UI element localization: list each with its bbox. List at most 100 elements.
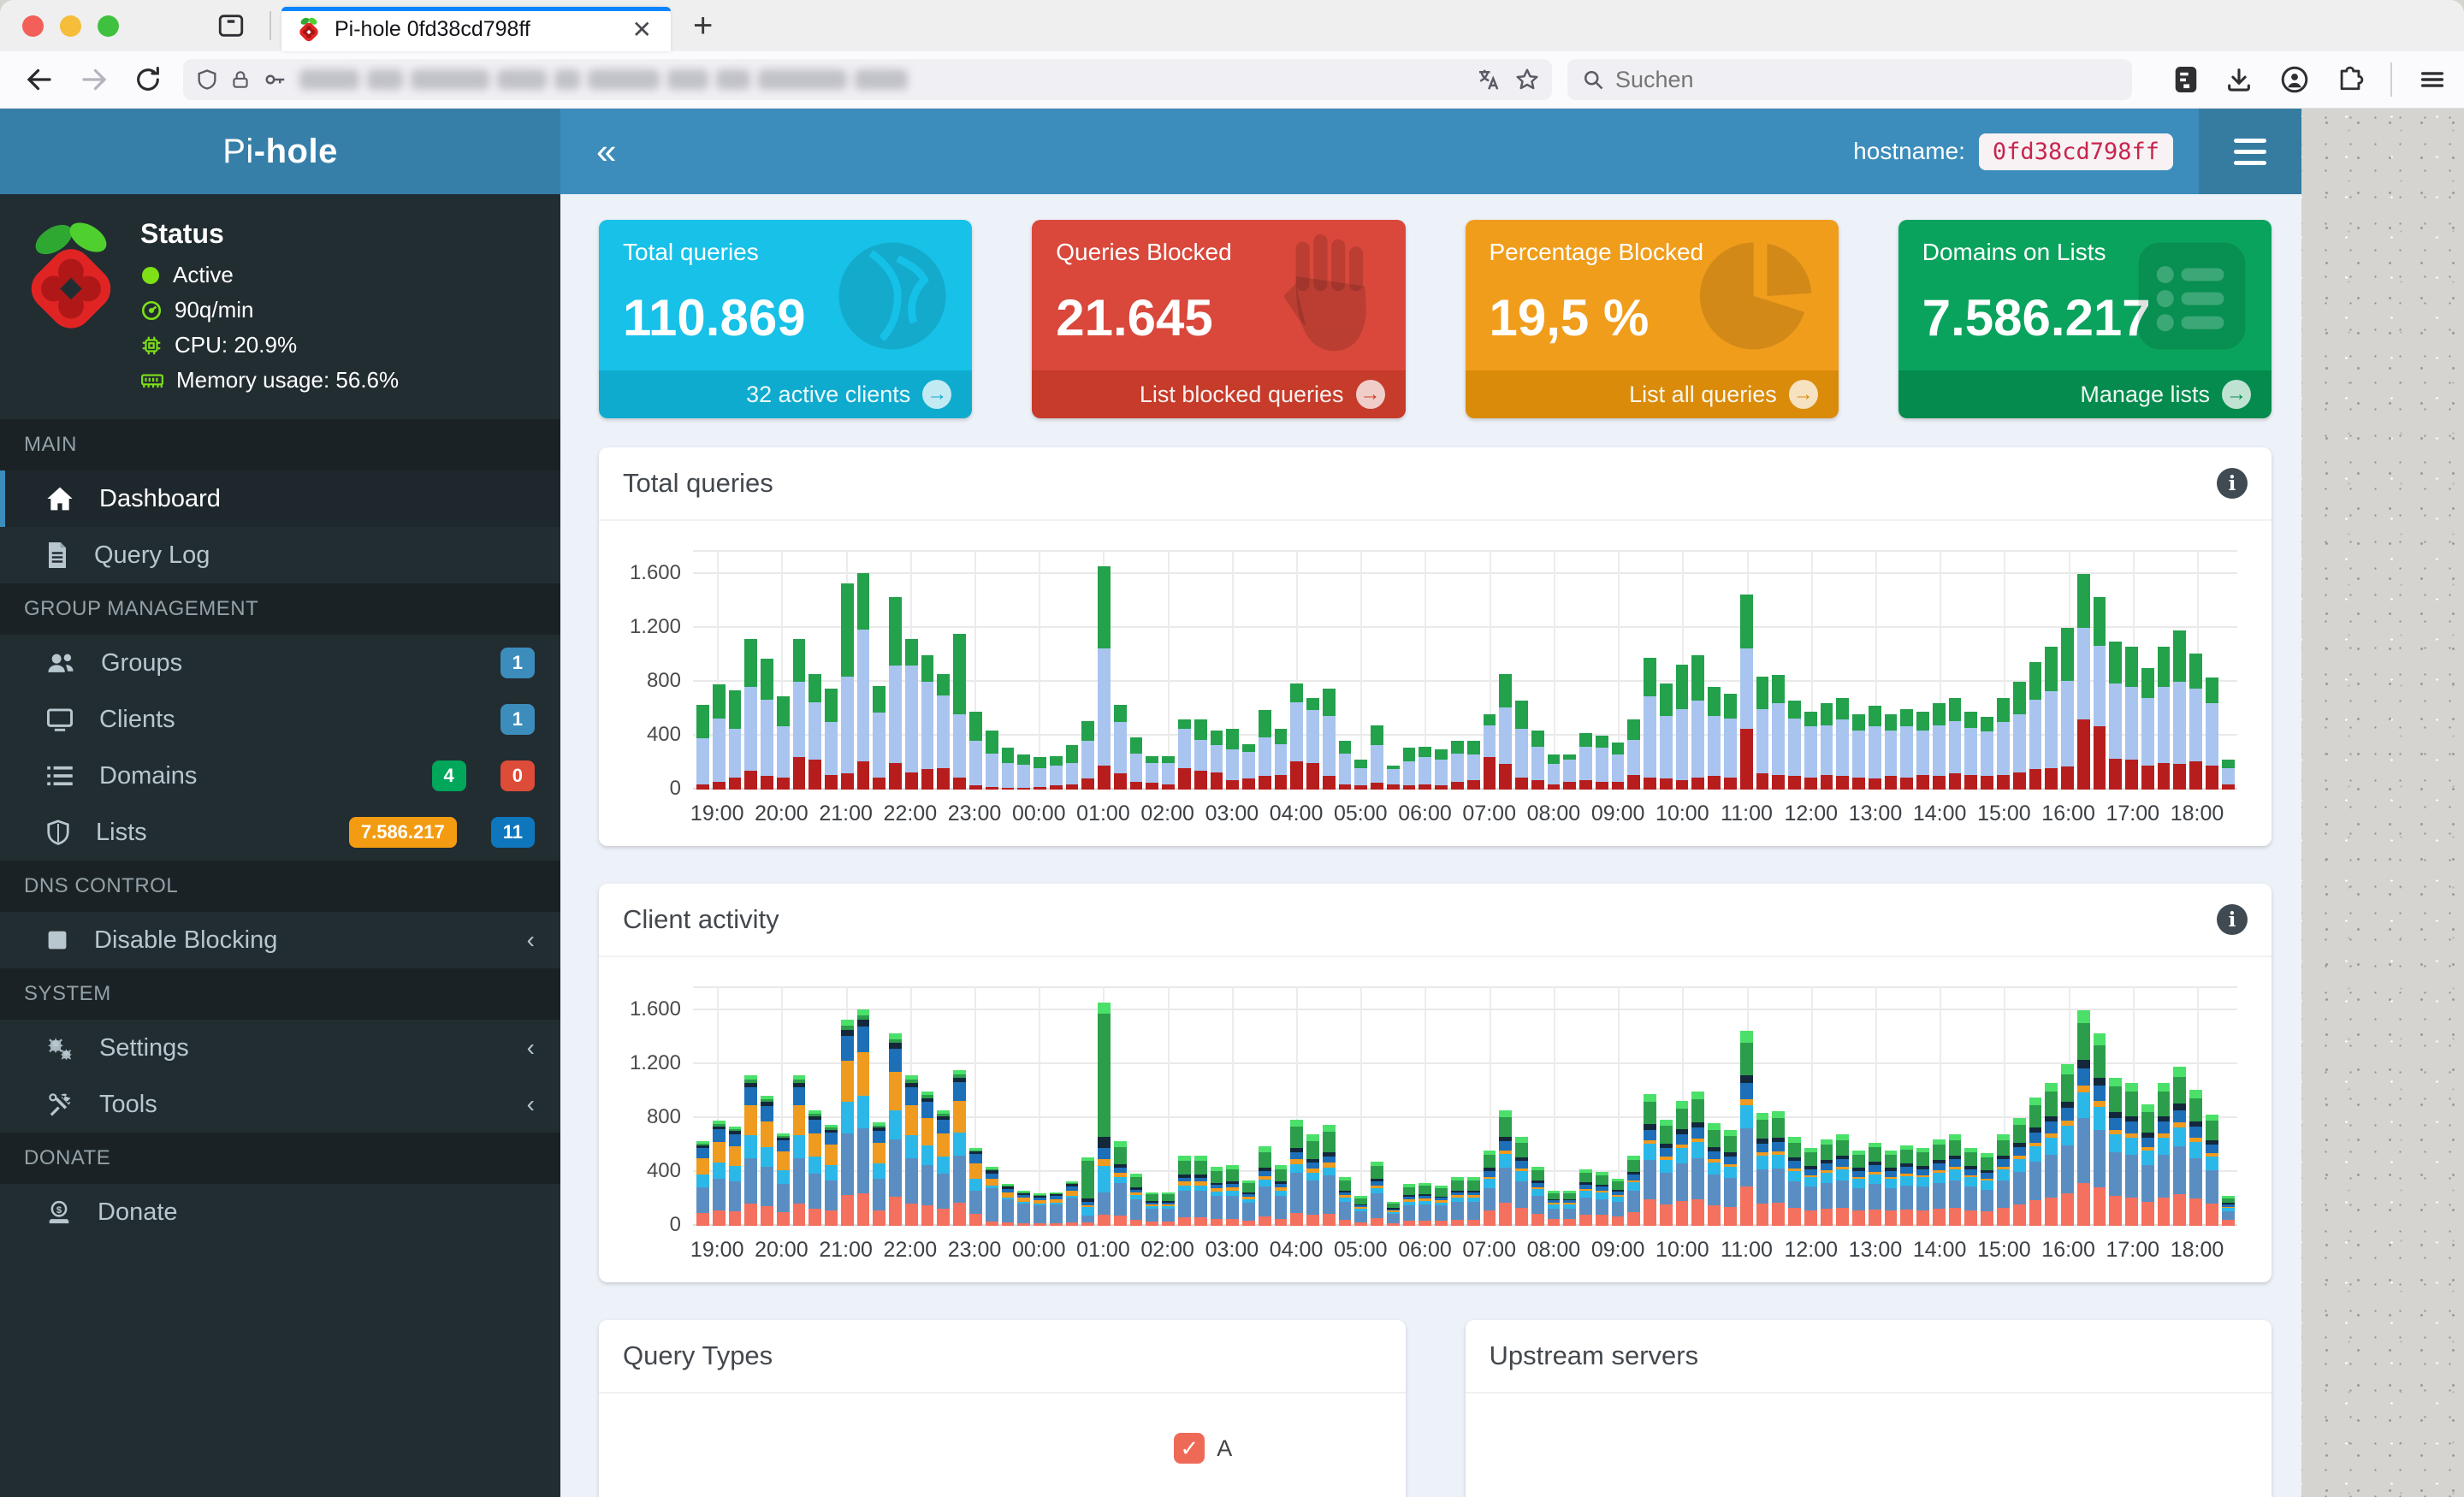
extensions-icon[interactable] [2336,65,2365,94]
chevron-left-icon: ‹ [526,926,535,953]
translate-icon[interactable] [1475,67,1501,92]
browser-toolbar [0,51,2464,109]
sidebar-panel-icon[interactable] [2173,65,2199,94]
key-icon[interactable] [262,67,287,92]
info-icon[interactable]: i [2217,468,2248,499]
arrow-circle-icon: → [2222,380,2251,409]
reload-icon[interactable] [133,65,163,94]
sidebar-item-dashboard[interactable]: Dashboard [0,470,560,527]
sidebar-item-tools[interactable]: Tools ‹ [0,1076,560,1133]
hamburger-icon [2234,138,2266,165]
section-dns-control: DNS CONTROL [0,861,560,912]
forward-icon[interactable] [79,64,110,95]
globe-icon [838,242,946,350]
shield-icon[interactable] [195,67,219,92]
users-icon [48,654,74,672]
pihole-top-navbar: « hostname: 0fd38cd798ff [560,109,2301,194]
panel-title-total-queries: Total queries [623,468,773,498]
card-domains-on-lists: Domains on Lists 7.586.217 Manage lists → [1898,220,2272,418]
upstream-servers-panel: Upstream servers [1465,1320,2272,1497]
manage-lists-link[interactable]: Manage lists → [1898,370,2272,418]
sidebar-item-settings[interactable]: Settings ‹ [0,1020,560,1076]
blocked-queries-link[interactable]: List blocked queries → [1032,370,1406,418]
card-percentage-blocked: Percentage Blocked 19,5 % List all queri… [1465,220,1839,418]
menu-icon[interactable] [2418,65,2447,94]
checkbox-checked-icon[interactable]: ✓ [1174,1433,1205,1464]
client-activity-panel: Client activity i 0 400 800 1.200 1.600 19:0… [599,884,2272,1282]
screen-icon [46,708,74,731]
pihole-logo-text[interactable]: Pi -hole [0,109,560,194]
close-window-button[interactable] [22,15,44,37]
sidebar-item-disable-blocking[interactable]: Disable Blocking ‹ [0,912,560,968]
list-icon [47,766,73,786]
bookmark-star-icon[interactable] [1514,67,1540,92]
sidebar-item-query-log[interactable]: Query Log [0,527,560,583]
domains-allowed-badge: 4 [431,760,466,791]
new-tab-button[interactable]: + [693,6,714,44]
gauge-icon [141,300,162,320]
minimize-window-button[interactable] [60,15,81,37]
chevron-left-icon: ‹ [526,1034,535,1061]
sidebar-item-groups[interactable]: Groups 1 [0,635,560,691]
memory-icon [141,373,163,388]
list-alt-icon [2138,242,2246,350]
queries-blocked-value: 21.645 [1056,289,1213,346]
section-donate: DONATE [0,1133,560,1184]
sidebar-item-lists[interactable]: Lists 7.586.217 11 [0,804,560,861]
section-main: MAIN [0,419,560,470]
home-icon [47,487,73,511]
total-queries-panel: Total queries i 0 400 800 1.200 1.600 19:00 2… [599,447,2272,846]
chevron-left-icon: ‹ [526,1091,535,1117]
hostname-label: hostname: [1853,138,1965,164]
maximize-window-button[interactable] [98,15,119,37]
clients-count-badge: 1 [500,704,535,735]
client-activity-chart[interactable]: 0 400 800 1.200 1.600 [630,986,2237,1236]
search-input[interactable] [1615,66,2118,93]
status-active: Active [173,262,234,287]
status-cpu: CPU: 20.9% [175,332,298,358]
arrow-circle-icon: → [922,380,952,409]
url-bar[interactable] [183,59,1552,100]
percentage-blocked-value: 19,5 % [1489,289,1650,346]
sidebar-item-clients[interactable]: Clients 1 [0,691,560,748]
donate-icon: $ [49,1200,69,1224]
shield-icon [47,820,69,845]
info-icon[interactable]: i [2217,904,2248,935]
back-icon[interactable] [24,64,55,95]
legend-item-a[interactable]: ✓ A [1174,1433,1232,1464]
tabbar-divider [270,11,271,40]
arrow-circle-icon: → [1788,380,1818,409]
sidebar: Status Active 90q/min CPU: 20.9% Memory … [0,194,560,1497]
hostname-value: 0fd38cd798ff [1978,133,2173,170]
sidebar-collapse-icon[interactable]: « [596,131,617,171]
header-menu-button[interactable] [2199,109,2301,194]
sidebar-item-donate[interactable]: $ Donate [0,1184,560,1240]
cpu-icon [142,336,161,354]
active-clients-link[interactable]: 32 active clients → [599,370,973,418]
all-queries-link[interactable]: List all queries → [1465,370,1839,418]
close-tab-icon[interactable]: ✕ [631,15,652,43]
gears-icon [48,1038,73,1061]
query-types-panel: Query Types ✓ A [599,1320,1406,1497]
tab-overview-icon[interactable] [216,11,246,40]
window-controls [0,15,139,37]
lock-icon[interactable] [229,67,252,92]
total-queries-chart[interactable]: 0 400 800 1.200 1.600 [630,550,2237,800]
panel-title-client-activity: Client activity [623,904,779,934]
domains-on-lists-value: 7.586.217 [1922,289,2151,346]
search-bar[interactable] [1567,59,2132,100]
hand-stop-icon [1282,234,1366,352]
status-memory: Memory usage: 56.6% [176,367,400,393]
redacted-url-text [299,69,908,90]
downloads-icon[interactable] [2224,65,2254,94]
browser-tab[interactable]: Pi-hole 0fd38cd798ff ✕ [281,7,671,51]
account-icon[interactable] [2279,64,2310,95]
lists-domains-badge: 7.586.217 [348,817,457,848]
card-queries-blocked: Queries Blocked 21.645 List blocked quer… [1032,220,1406,418]
stop-icon [48,931,67,950]
search-icon [1581,68,1605,92]
status-rate: 90q/min [175,297,254,322]
tab-bar: Pi-hole 0fd38cd798ff ✕ + [0,0,2464,51]
pie-chart-icon [1699,242,1811,350]
